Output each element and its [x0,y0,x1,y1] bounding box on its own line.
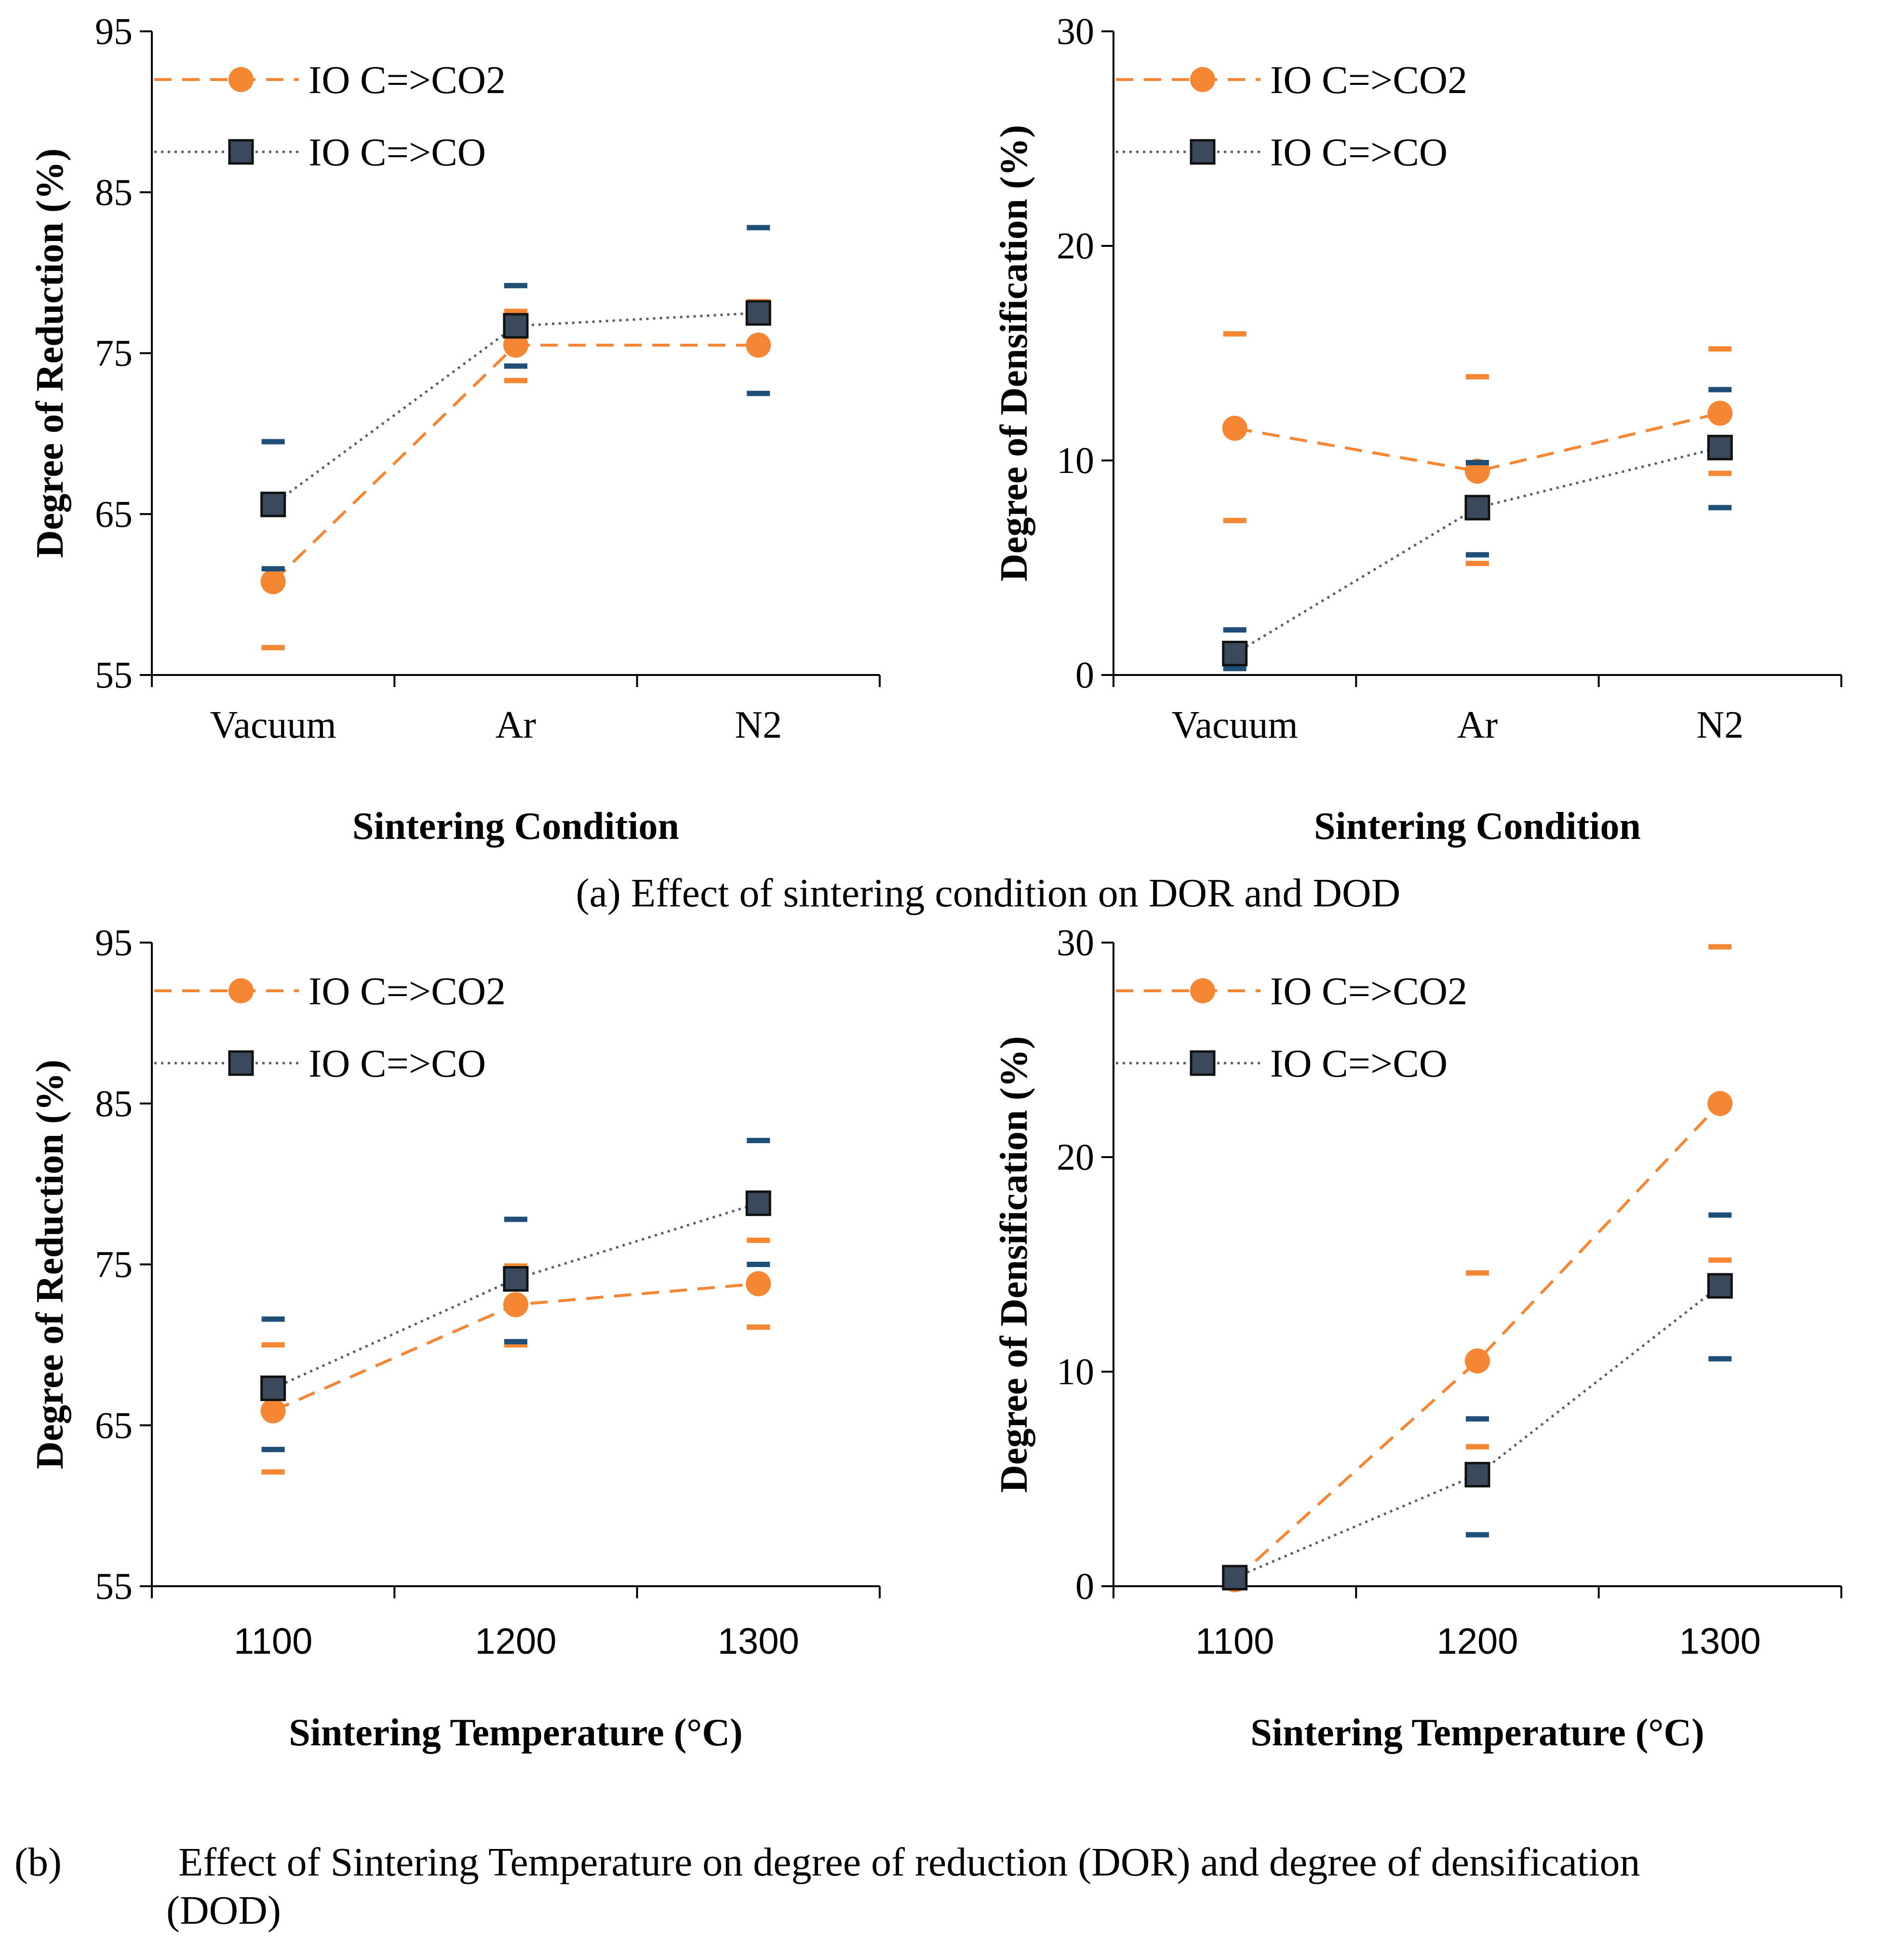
data-point-co2 [1465,1348,1490,1374]
y-tick-label: 65 [95,493,133,535]
x-tick-label: 1300 [718,1621,799,1662]
data-point-co [503,1266,529,1292]
data-point-co [503,313,529,339]
legend-marker-co [1190,1050,1216,1076]
y-tick-label: 55 [95,654,133,696]
y-tick-label: 75 [95,1243,133,1285]
legend-label: IO C=>CO2 [1270,58,1467,102]
data-point-co [1464,495,1490,521]
legend-marker-co [228,1050,254,1076]
legend-marker-co [228,139,254,165]
legend-marker-co [1190,139,1216,165]
data-point-co2 [1707,1091,1733,1116]
y-tick-label: 0 [1075,1565,1094,1607]
y-tick-label: 0 [1075,654,1094,696]
y-axis-title: Degree of Densification (%) [993,1036,1035,1493]
x-axis-title: Sintering Condition [1314,805,1641,848]
data-point-co2 [746,1271,771,1296]
caption-b-line2: (DOD) [166,1888,281,1933]
legend-marker-co2 [228,978,254,1003]
legend-label: IO C=>CO2 [308,58,506,102]
y-tick-label: 30 [1057,10,1094,52]
x-axis-title: Sintering Temperature (°C) [289,1712,743,1754]
data-point-co [1464,1462,1490,1488]
caption-a: (a) Effect of sintering condition on DOR… [576,871,1401,916]
x-tick-label: N2 [735,704,782,746]
legend-marker-co2 [1190,67,1215,92]
x-tick-label: 1300 [1679,1621,1761,1662]
x-tick-label: Vacuum [210,704,336,746]
data-point-co2 [1707,401,1733,426]
x-tick-label: Ar [496,704,536,746]
data-point-co2 [503,332,528,358]
legend-marker-co2 [228,67,254,92]
data-point-co [1222,1565,1248,1591]
y-tick-label: 55 [95,1565,133,1607]
x-axis-title: Sintering Temperature (°C) [1250,1712,1704,1754]
legend-label: IO C=>CO [308,1041,486,1085]
data-point-co2 [260,1398,286,1424]
y-tick-label: 20 [1057,1136,1094,1178]
legend-label: IO C=>CO [1270,130,1448,174]
y-tick-label: 10 [1057,439,1094,481]
data-point-co [1222,641,1248,666]
data-point-co [745,300,771,326]
y-tick-label: 85 [95,1082,133,1124]
legend-label: IO C=>CO2 [308,969,506,1013]
legend-label: IO C=>CO [308,130,486,174]
y-tick-label: 95 [95,10,133,52]
x-tick-label: N2 [1696,704,1743,746]
data-point-co2 [503,1292,528,1317]
data-point-co2 [746,332,771,358]
data-point-co [260,1375,286,1401]
x-tick-label: Vacuum [1172,704,1298,746]
data-point-co2 [260,569,286,594]
caption-b-label: (b) [14,1840,62,1885]
x-tick-label: 1100 [234,1621,312,1662]
y-axis-title: Degree of Densification (%) [993,125,1035,581]
y-axis-title: Degree of Reduction (%) [29,148,71,558]
caption-b-line1: Effect of Sintering Temperature on degre… [178,1840,1640,1885]
legend-marker-co2 [1190,978,1215,1003]
data-point-co2 [1222,416,1247,441]
legend-label: IO C=>CO [1270,1041,1448,1085]
x-axis-title: Sintering Condition [352,805,679,848]
y-tick-label: 65 [95,1404,133,1446]
x-tick-label: 1200 [1436,1621,1518,1662]
data-point-co [745,1190,771,1216]
data-point-co [260,491,286,517]
y-tick-label: 20 [1057,225,1094,267]
chart-panel-a-left: 55 65 75 85 95 Vacuum Ar N2 Sintering Condition D… [29,10,881,848]
y-tick-label: 75 [95,332,133,374]
chart-panel-a-right: 0 10 20 30 Vacuum Ar N2 Sintering Condition Degr… [993,10,1842,848]
x-tick-label: 1200 [475,1621,556,1662]
data-point-co [1707,1273,1733,1299]
chart-panel-b-right: 0 10 20 30 1100 1200 1300 Sintering Temperature… [993,921,1842,1754]
series-line [272,1202,759,1390]
y-tick-label: 10 [1057,1350,1094,1392]
series-line [1234,1102,1721,1581]
data-point-co [1707,434,1733,460]
x-tick-label: 1100 [1195,1621,1274,1662]
chart-panel-b-left: 55 65 75 85 95 1100 1200 1300 Sintering Temperat… [29,921,881,1754]
y-tick-label: 95 [95,921,133,963]
y-axis-title: Degree of Reduction (%) [29,1060,71,1469]
y-tick-label: 85 [95,171,133,213]
legend-label: IO C=>CO2 [1270,969,1467,1013]
x-tick-label: Ar [1457,704,1498,746]
y-tick-label: 30 [1057,921,1094,963]
